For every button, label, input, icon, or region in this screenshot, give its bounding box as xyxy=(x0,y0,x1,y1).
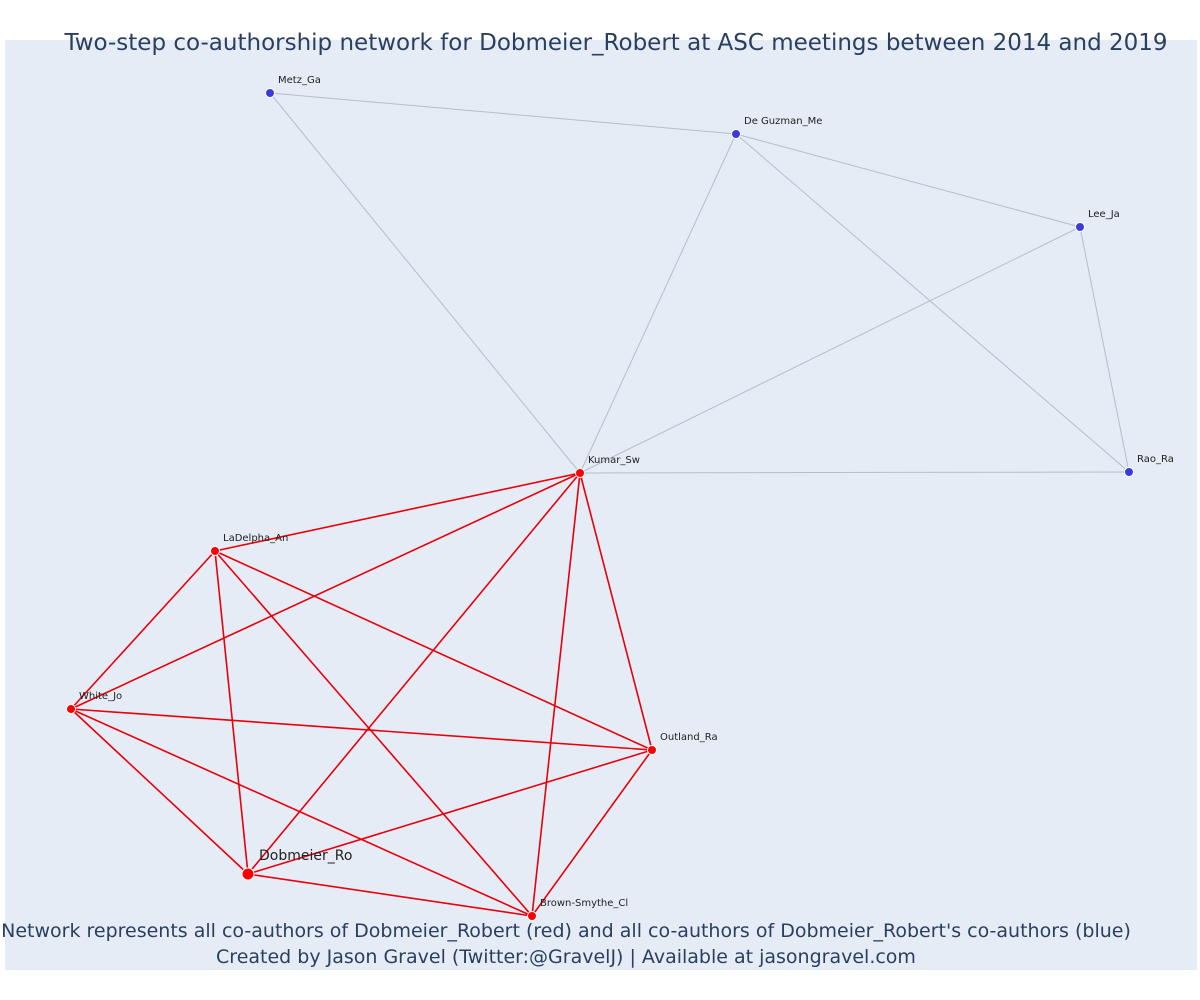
node-ladelpha-an[interactable] xyxy=(210,546,220,556)
node-dobmeier-ro[interactable] xyxy=(241,867,255,881)
plot-area xyxy=(5,40,1197,970)
node-label-rao-ra: Rao_Ra xyxy=(1137,454,1174,465)
node-lee-ja[interactable] xyxy=(1075,222,1085,232)
edge-kumar-sw-rao-ra xyxy=(579,471,1130,474)
node-label-white-jo: White_Jo xyxy=(79,691,122,702)
node-label-outland-ra: Outland_Ra xyxy=(660,732,718,743)
node-white-jo[interactable] xyxy=(66,704,76,714)
node-label-dobmeier-ro: Dobmeier_Ro xyxy=(259,848,352,864)
edge-kumar-sw-dobmeier-ro xyxy=(247,472,581,875)
edge-kumar-sw-brown-smythe-cl xyxy=(531,472,581,917)
edge-ladelpha-an-outland-ra xyxy=(214,550,653,751)
node-rao-ra[interactable] xyxy=(1124,467,1134,477)
edges-layer xyxy=(70,92,1130,917)
edge-outland-ra-brown-smythe-cl xyxy=(531,749,653,917)
edge-metz-ga-kumar-sw xyxy=(269,92,581,474)
node-label-kumar-sw: Kumar_Sw xyxy=(588,455,640,466)
node-label-brown-smythe-cl: Brown-Smythe_Cl xyxy=(540,898,628,909)
caption: Network represents all co-authors of Dob… xyxy=(0,918,1132,970)
edge-kumar-sw-ladelpha-an xyxy=(214,472,581,552)
edge-lee-ja-rao-ra xyxy=(1079,226,1130,473)
caption-line-2: Created by Jason Gravel (Twitter:@Gravel… xyxy=(216,946,916,968)
edge-de-guzman-me-lee-ja xyxy=(735,133,1081,228)
chart-title: Two-step co-authorship network for Dobme… xyxy=(64,30,1168,56)
node-label-metz-ga: Metz_Ga xyxy=(278,75,321,86)
edge-white-jo-dobmeier-ro xyxy=(70,708,249,875)
node-outland-ra[interactable] xyxy=(647,745,657,755)
node-label-de-guzman-me: De Guzman_Me xyxy=(744,116,822,127)
caption-line-1: Network represents all co-authors of Dob… xyxy=(1,920,1131,942)
edge-white-jo-brown-smythe-cl xyxy=(70,708,533,917)
edge-kumar-sw-outland-ra xyxy=(579,472,653,751)
edge-de-guzman-me-kumar-sw xyxy=(579,133,737,474)
labels-layer: Metz_Ga De Guzman_Me Lee_Ja Rao_Ra Kumar_Sw L… xyxy=(79,75,1174,909)
node-de-guzman-me[interactable] xyxy=(731,129,741,139)
node-metz-ga[interactable] xyxy=(265,88,275,98)
nodes-layer xyxy=(66,88,1134,921)
node-kumar-sw[interactable] xyxy=(575,468,585,478)
node-brown-smythe-cl[interactable] xyxy=(527,911,537,921)
edge-de-guzman-me-rao-ra xyxy=(735,133,1130,473)
edge-outland-ra-dobmeier-ro xyxy=(247,749,653,875)
edge-white-jo-outland-ra xyxy=(70,708,653,751)
edge-ladelpha-an-white-jo xyxy=(70,550,216,710)
node-label-ladelpha-an: LaDelpha_An xyxy=(223,533,288,544)
edge-lee-ja-kumar-sw xyxy=(579,226,1081,474)
edge-metz-ga-de-guzman-me xyxy=(269,92,737,135)
edge-ladelpha-an-dobmeier-ro xyxy=(214,550,249,875)
node-label-lee-ja: Lee_Ja xyxy=(1088,209,1120,220)
edge-dobmeier-ro-brown-smythe-cl xyxy=(247,873,533,917)
edge-kumar-sw-white-jo xyxy=(70,472,581,710)
edge-ladelpha-an-brown-smythe-cl xyxy=(214,550,533,917)
